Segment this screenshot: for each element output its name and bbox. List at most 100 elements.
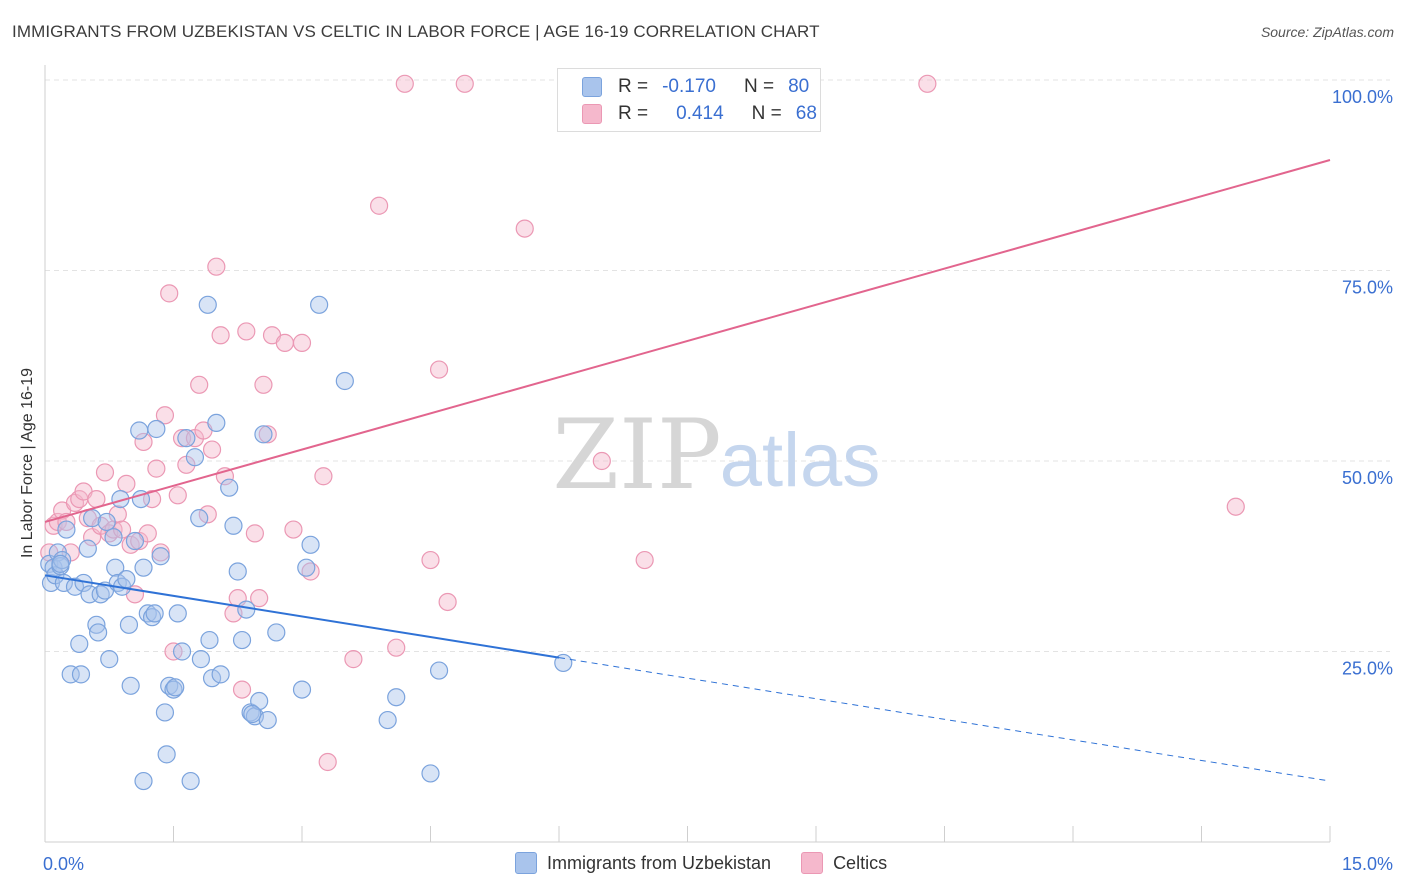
uzbekistan-point bbox=[258, 710, 277, 730]
celtics-point bbox=[438, 592, 457, 612]
uzbekistan-point bbox=[228, 562, 247, 581]
uzbekistan-point bbox=[185, 448, 205, 467]
celtics-point bbox=[202, 440, 222, 459]
uzbekistan-point bbox=[166, 678, 185, 697]
uzbekistan-point bbox=[220, 478, 239, 497]
uzbekistan-point bbox=[78, 539, 97, 558]
celtics-point bbox=[344, 650, 363, 669]
celtics-point bbox=[117, 474, 136, 493]
uzbekistan-point bbox=[237, 600, 256, 619]
legend-label: Immigrants from Uzbekistan bbox=[547, 852, 772, 873]
celtics-point bbox=[198, 505, 217, 524]
uzbekistan-point bbox=[224, 516, 243, 535]
uzbekistan-point bbox=[301, 535, 320, 554]
celtics-point bbox=[245, 524, 264, 543]
uzbekistan-point bbox=[310, 295, 329, 314]
series-legend: Immigrants from Uzbekistan Celtics bbox=[515, 852, 917, 874]
celtics-point bbox=[635, 550, 654, 570]
legend-item-celtics[interactable]: Celtics bbox=[801, 852, 887, 874]
chart-title: IMMIGRANTS FROM UZBEKISTAN VS CELTIC IN … bbox=[12, 22, 820, 41]
source-label: Source: ZipAtlas.com bbox=[1260, 24, 1394, 40]
uzbekistan-point bbox=[421, 764, 440, 783]
legend-r-value: 0.414 bbox=[676, 103, 724, 124]
uzbekistan-point bbox=[57, 520, 76, 539]
uzbekistan-point bbox=[198, 295, 217, 314]
uzbekistan-point bbox=[134, 558, 153, 577]
watermark-atlas: atlas bbox=[720, 418, 881, 503]
celtics-points bbox=[40, 70, 1245, 772]
uzbekistan-point bbox=[147, 419, 166, 439]
celtics-point bbox=[395, 74, 414, 93]
legend-row-celtics: R = 0.414 N = 68 bbox=[582, 102, 817, 126]
legend-n-value: 80 bbox=[788, 76, 810, 97]
uzbekistan-point bbox=[211, 665, 230, 684]
uzbekistan-point bbox=[125, 531, 145, 551]
uzbekistan-point bbox=[51, 554, 70, 573]
celtics-point bbox=[429, 360, 449, 379]
uzbekistan-point bbox=[151, 547, 170, 566]
celtics-point bbox=[318, 752, 337, 772]
uzbekistan-point bbox=[181, 771, 200, 791]
celtics-point bbox=[284, 520, 303, 539]
uzbekistan-point bbox=[177, 429, 196, 448]
uzbekistan-point bbox=[87, 615, 106, 634]
uzbekistan-point bbox=[200, 630, 219, 650]
y-tick-label: 100.0% bbox=[1332, 87, 1393, 107]
uzbekistan-point bbox=[106, 558, 125, 577]
uzbekistan-point bbox=[155, 703, 175, 722]
y-tick-label: 75.0% bbox=[1342, 278, 1393, 298]
legend-label: Celtics bbox=[833, 852, 888, 873]
uzbekistan-point bbox=[61, 665, 80, 684]
celtics-point bbox=[250, 589, 269, 608]
celtics-point bbox=[237, 322, 256, 341]
celtics-point bbox=[258, 425, 277, 444]
celtics-point bbox=[918, 74, 937, 93]
uzbekistan-point bbox=[97, 512, 116, 532]
uzbekistan-point bbox=[131, 490, 151, 509]
legend-item-uzbekistan[interactable]: Immigrants from Uzbekistan bbox=[515, 852, 771, 874]
celtics-point bbox=[147, 459, 166, 478]
celtics-point bbox=[155, 406, 175, 425]
uzbekistan-point bbox=[71, 665, 91, 684]
celtics-point bbox=[314, 467, 333, 486]
uzbekistan-point bbox=[100, 650, 119, 669]
legend-swatch-pink bbox=[582, 104, 602, 124]
uzbekistan-points bbox=[40, 295, 573, 791]
celtics-point bbox=[421, 550, 440, 570]
uzbekistan-point bbox=[190, 509, 209, 528]
celtics-trend-line bbox=[44, 159, 1331, 523]
uzbekistan-point bbox=[267, 623, 286, 642]
legend-row-uzbekistan: R = -0.170 N = 80 bbox=[582, 75, 809, 99]
celtics-point bbox=[172, 429, 192, 448]
celtics-point bbox=[1226, 497, 1245, 516]
legend-n-label: N = bbox=[743, 76, 775, 97]
celtics-point bbox=[207, 257, 226, 276]
x-tick-label: 0.0% bbox=[43, 854, 84, 874]
celtics-point bbox=[455, 74, 474, 93]
uzbekistan-point bbox=[121, 676, 140, 695]
uzbekistan-point bbox=[157, 745, 176, 764]
uzbekistan-point bbox=[145, 604, 164, 623]
uzbekistan-point bbox=[297, 558, 316, 577]
y-tick-label: 50.0% bbox=[1342, 468, 1393, 488]
celtics-point bbox=[232, 680, 252, 699]
uzbekistan-point bbox=[134, 771, 153, 791]
legend-r-label: R = bbox=[618, 76, 649, 97]
uzbekistan-point bbox=[168, 604, 187, 623]
legend-r-value: -0.170 bbox=[662, 76, 716, 97]
x-tick-labels: 0.0% 15.0% bbox=[43, 854, 1393, 874]
uzbekistan-point bbox=[119, 615, 139, 634]
celtics-point bbox=[168, 486, 187, 505]
uzbekistan-trend-extension bbox=[558, 657, 1331, 782]
uzbekistan-point bbox=[117, 570, 136, 589]
uzbekistan-point bbox=[387, 688, 406, 707]
legend-r-label: R = bbox=[618, 103, 649, 124]
legend-n-label: N = bbox=[751, 103, 782, 124]
uzbekistan-point bbox=[243, 704, 262, 724]
legend-swatch-blue bbox=[515, 852, 537, 874]
uzbekistan-point bbox=[429, 661, 449, 680]
uzbekistan-point bbox=[191, 650, 211, 669]
uzbekistan-point bbox=[65, 577, 85, 596]
uzbekistan-point bbox=[172, 642, 192, 661]
grid-lines bbox=[45, 79, 1390, 652]
